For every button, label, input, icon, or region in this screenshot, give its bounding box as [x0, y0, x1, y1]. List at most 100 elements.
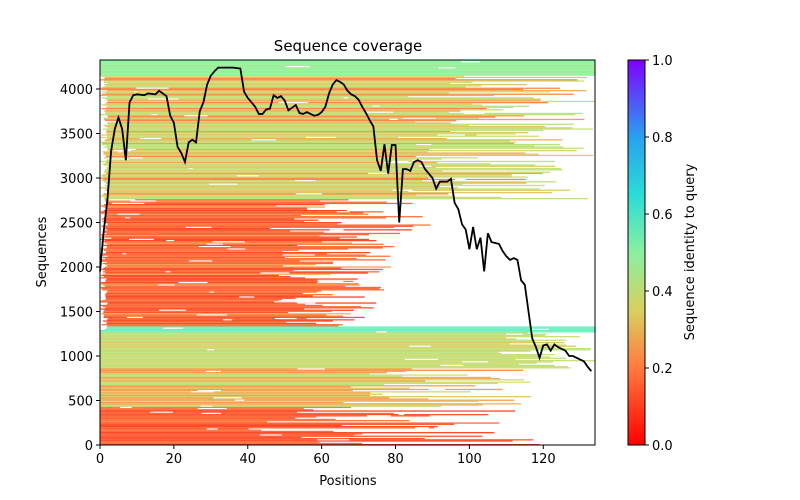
coverage-row — [100, 406, 351, 409]
coverage-row — [107, 243, 384, 245]
coverage-row — [102, 271, 380, 273]
coverage-gap — [375, 331, 387, 333]
coverage-row — [100, 332, 528, 334]
coverage-row — [101, 212, 364, 214]
coverage-row — [101, 93, 574, 95]
coverage-row — [100, 397, 390, 399]
coverage-row — [100, 440, 513, 442]
coverage-row — [105, 216, 423, 218]
coverage-gap — [101, 121, 118, 123]
coverage-row — [101, 241, 322, 243]
coverage-gap — [260, 434, 282, 436]
coverage-row — [105, 219, 319, 221]
coverage-row — [101, 144, 560, 146]
coverage-gap — [274, 301, 303, 303]
coverage-row — [100, 394, 370, 397]
coverage-row — [100, 74, 595, 76]
coverage-row — [106, 106, 514, 109]
coverage-gap — [201, 412, 222, 415]
coverage-gap — [418, 165, 432, 167]
coverage-row — [105, 98, 542, 100]
colorbar-tick-label: 1.0 — [652, 54, 673, 69]
coverage-row — [100, 356, 567, 358]
y-tick-label: 3000 — [60, 172, 93, 187]
coverage-row — [103, 312, 289, 314]
coverage-row — [106, 166, 437, 169]
coverage-row — [107, 135, 540, 137]
coverage-row — [100, 423, 455, 425]
coverage-row — [107, 148, 430, 151]
coverage-gap — [178, 282, 208, 284]
coverage-row — [107, 302, 377, 304]
coverage-row — [107, 100, 595, 103]
coverage-row — [100, 369, 524, 371]
coverage-row — [106, 250, 283, 253]
coverage-row — [106, 232, 401, 235]
coverage-row — [107, 229, 412, 231]
coverage-gap — [148, 98, 179, 100]
coverage-row — [100, 402, 370, 404]
coverage-gap — [336, 211, 350, 213]
coverage-gap — [389, 118, 398, 121]
coverage-row — [105, 120, 457, 122]
coverage-row — [100, 375, 403, 377]
coverage-row — [105, 279, 318, 281]
coverage-row — [102, 174, 513, 176]
coverage-row — [100, 378, 501, 380]
coverage-heatmap — [100, 60, 595, 445]
coverage-row — [105, 285, 346, 287]
coverage-gap — [119, 406, 132, 409]
coverage-row — [100, 392, 371, 394]
coverage-row — [106, 172, 543, 175]
coverage-row — [102, 142, 515, 145]
coverage-gap — [129, 238, 154, 241]
coverage-row — [107, 123, 574, 125]
coverage-gap — [403, 117, 436, 119]
coverage-row — [100, 367, 571, 369]
coverage-row — [100, 412, 394, 415]
x-tick-label: 120 — [531, 452, 556, 467]
coverage-row — [100, 385, 476, 387]
coverage-row — [107, 318, 307, 320]
coverage-row — [103, 244, 298, 247]
coverage-row — [101, 218, 295, 220]
coverage-row — [105, 307, 374, 309]
coverage-row — [100, 420, 410, 422]
coverage-gap — [139, 138, 162, 140]
coverage-row — [100, 399, 515, 401]
coverage-gap — [367, 172, 388, 175]
coverage-row — [104, 84, 527, 86]
coverage-row — [101, 236, 357, 238]
coverage-row — [100, 391, 471, 393]
coverage-row — [105, 264, 316, 266]
coverage-gap — [506, 333, 523, 335]
coverage-row — [100, 73, 595, 75]
coverage-row — [103, 230, 291, 232]
coverage-gap — [113, 150, 132, 152]
coverage-row — [101, 108, 487, 110]
y-tick-label: 2500 — [60, 217, 93, 232]
coverage-gap — [205, 370, 221, 373]
coverage-row — [100, 330, 595, 332]
coverage-row — [106, 322, 317, 325]
coverage-gap — [206, 428, 218, 430]
coverage-row — [104, 110, 461, 112]
coverage-row — [100, 64, 595, 67]
coverage-row — [101, 136, 399, 139]
coverage-row — [105, 154, 594, 157]
coverage-gap — [212, 241, 245, 243]
coverage-row — [100, 308, 305, 310]
coverage-gap — [135, 87, 169, 89]
coverage-row — [105, 296, 365, 298]
colorbar-tick-label: 0.0 — [652, 439, 673, 454]
coverage-row — [100, 409, 314, 411]
coverage-gap — [222, 319, 233, 321]
coverage-row — [105, 258, 357, 260]
coverage-row — [100, 195, 455, 197]
coverage-row — [100, 438, 425, 440]
coverage-gap — [269, 228, 293, 230]
coverage-row — [100, 114, 576, 116]
coverage-row — [100, 393, 383, 395]
coverage-row — [107, 127, 573, 129]
coverage-gap — [197, 408, 227, 410]
